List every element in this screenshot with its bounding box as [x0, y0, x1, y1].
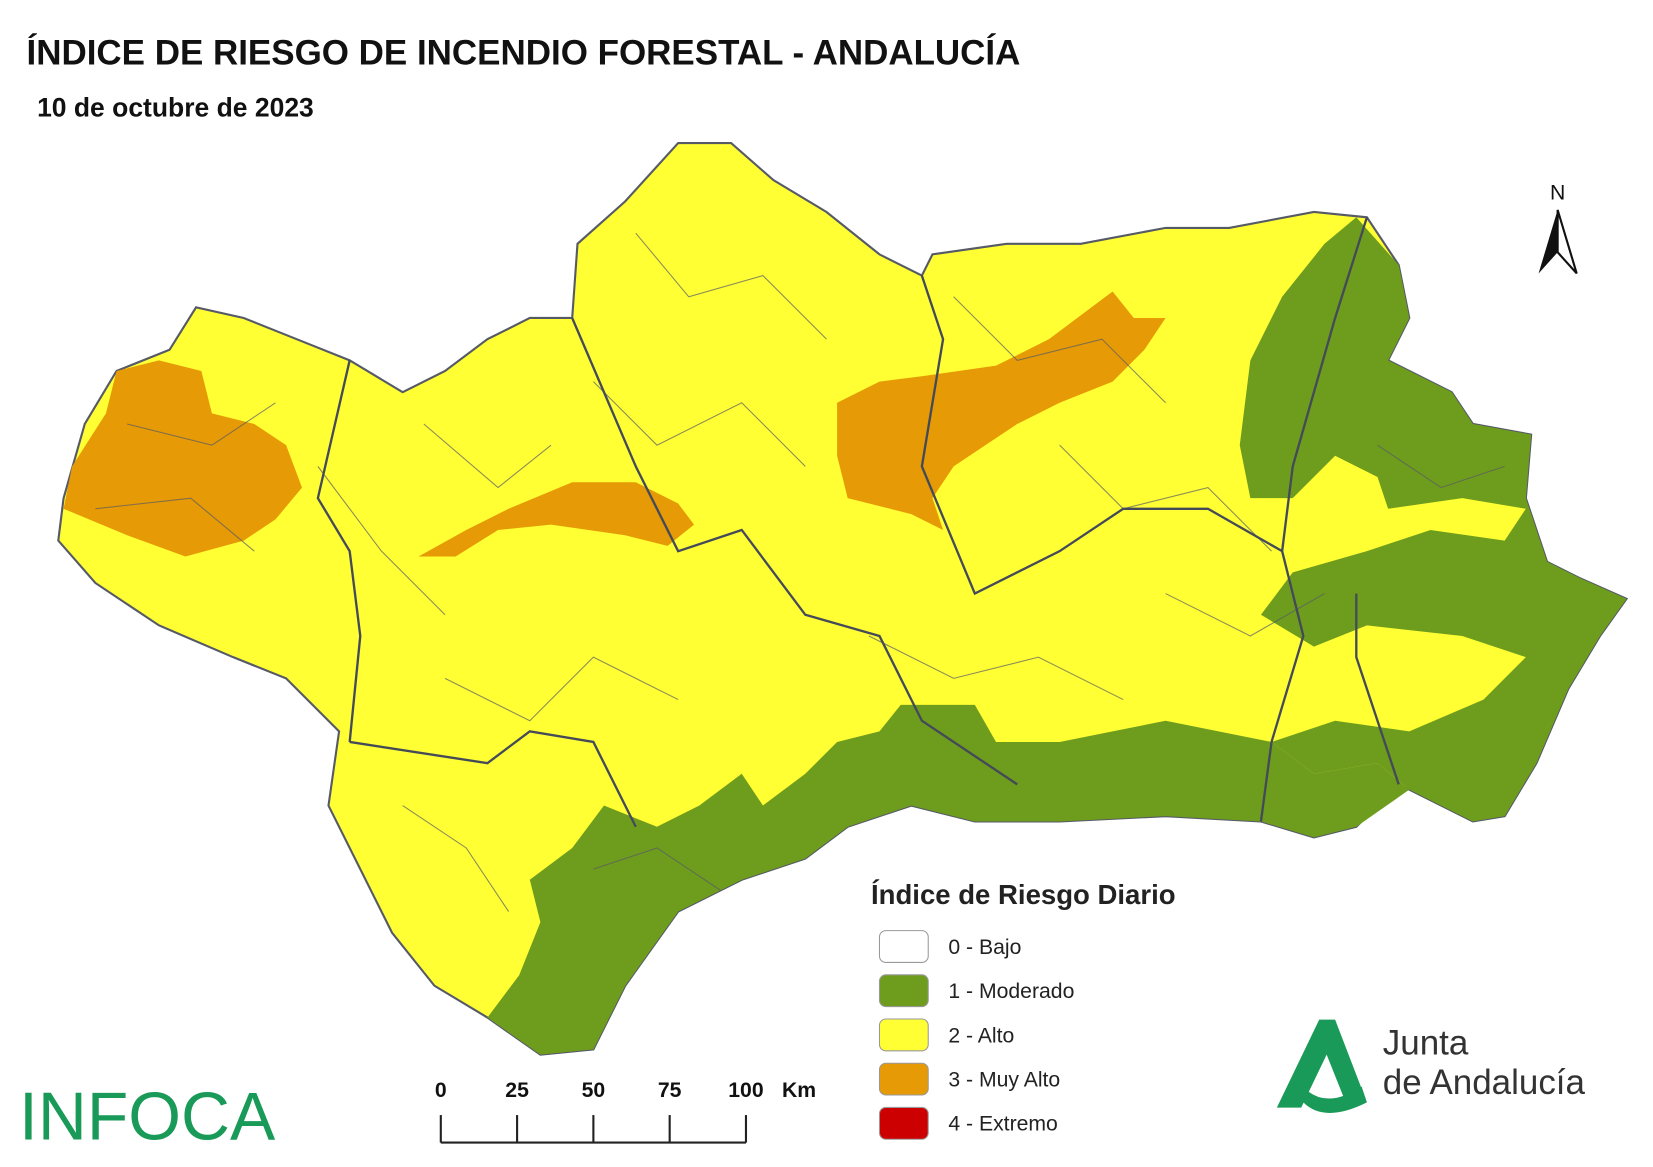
legend-label: 4 - Extremo [948, 1113, 1057, 1136]
municipal-boundaries [95, 232, 1505, 912]
junta-text-1: Junta [1383, 1024, 1469, 1063]
region-orange-west [63, 360, 302, 557]
date: 10 de octubre de 2023 [37, 93, 314, 123]
junta-text-2: de Andalucía [1383, 1063, 1586, 1102]
north-arrow: N [1538, 181, 1578, 275]
scale-unit: Km [782, 1079, 816, 1102]
legend-swatch [878, 1018, 929, 1052]
region-green-south [487, 704, 1410, 1055]
legend-label: 1 - Moderado [948, 980, 1074, 1003]
title: ÍNDICE DE RIESGO DE INCENDIO FORESTAL - … [26, 33, 1020, 73]
legend-label: 3 - Muy Alto [948, 1069, 1060, 1092]
region-orange-center [418, 291, 1166, 557]
region-map [57, 142, 1629, 1056]
legend-label: 2 - Alto [948, 1024, 1014, 1047]
north-arrow-right [1556, 209, 1578, 275]
junta-logo: Junta de Andalucía [1276, 1019, 1586, 1113]
scale-label: 50 [582, 1079, 606, 1102]
scale-label: 25 [505, 1079, 529, 1102]
scale-bar: 0 25 50 75 100 Km [435, 1079, 816, 1144]
legend-swatch [878, 930, 929, 963]
legend: 0 - Bajo 1 - Moderado 2 - Alto 3 - Muy Alto… [878, 930, 1074, 1140]
legend-label: 0 - Bajo [948, 936, 1021, 959]
north-label: N [1550, 181, 1565, 204]
scale-label: 0 [435, 1079, 447, 1102]
region-green-east [1239, 217, 1627, 822]
junta-emblem [1276, 1019, 1367, 1113]
infoca-logo: INFOCA [19, 1079, 276, 1154]
legend-title: Índice de Riesgo Diario [871, 879, 1176, 910]
legend-swatch [878, 974, 929, 1008]
legend-swatch [878, 1062, 929, 1096]
north-arrow-left [1538, 209, 1558, 274]
province-boundaries [316, 216, 1400, 828]
legend-swatch [878, 1106, 929, 1140]
scale-label: 100 [728, 1079, 763, 1102]
scale-label: 75 [658, 1079, 682, 1102]
